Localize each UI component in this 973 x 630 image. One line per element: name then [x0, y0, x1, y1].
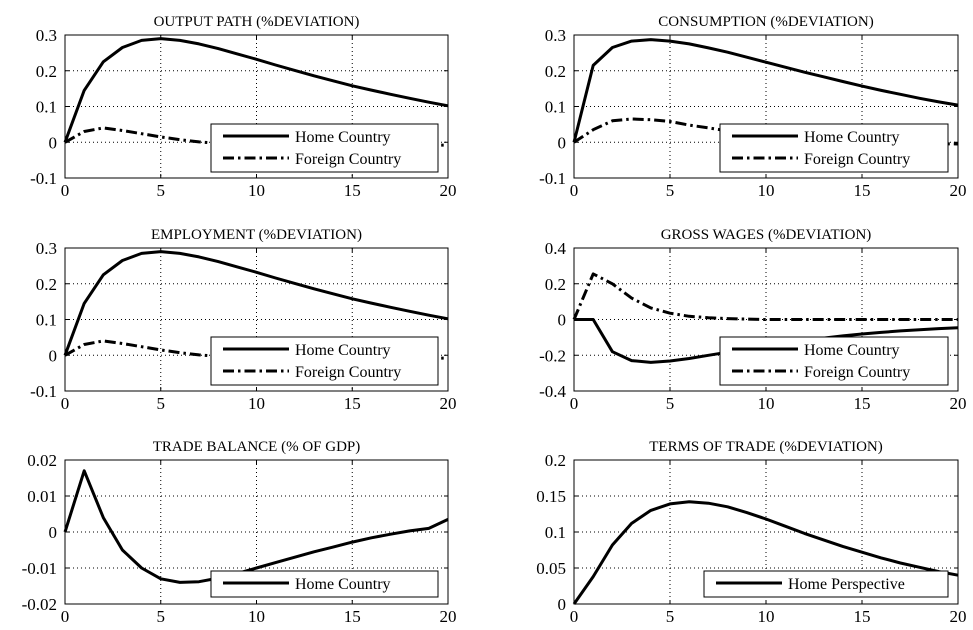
chart-panel-3: EMPLOYMENT (%DEVIATION)0 5 10 15 20-0.100.10… [30, 227, 456, 413]
series-line-foreign-country [572, 272, 958, 321]
x-tick-label: 0 [61, 181, 70, 200]
legend-label: Home Country [295, 129, 391, 146]
y-tick-label: 0.2 [545, 275, 566, 294]
chart-panel-2: CONSUMPTION (%DEVIATION)0 5 10 15 20-0.100.1… [539, 14, 966, 200]
y-tick-label: 0 [558, 133, 567, 152]
series-line-home-country [63, 250, 449, 356]
x-tick-label: 15 [344, 181, 361, 200]
y-tick-label: 0 [49, 523, 58, 542]
y-tick-label: -0.4 [539, 382, 566, 401]
legend: Home Country Foreign Country [719, 336, 949, 386]
legend-box [210, 336, 439, 386]
series-line-home-country [63, 37, 449, 143]
chart-title: GROSS WAGES (%DEVIATION) [661, 227, 872, 243]
y-tick-label: 0.1 [36, 311, 57, 330]
chart-title: EMPLOYMENT (%DEVIATION) [151, 227, 362, 243]
y-tick-label: 0.1 [545, 523, 566, 542]
x-tick-label: 10 [248, 181, 265, 200]
legend-label: Home Perspective [788, 576, 905, 593]
legend: Home Perspective [703, 570, 949, 598]
legend-label: Home Country [295, 576, 391, 593]
legend-label: Home Country [804, 342, 900, 359]
chart-title: TERMS OF TRADE (%DEVIATION) [649, 439, 882, 455]
legend-label: Home Country [804, 129, 900, 146]
x-tick-label: 5 [666, 394, 675, 413]
series-line-home-country [63, 469, 449, 584]
y-tick-label: -0.01 [22, 559, 57, 578]
legend-label: Foreign Country [804, 364, 910, 381]
chart-title: OUTPUT PATH (%DEVIATION) [154, 14, 360, 30]
x-tick-label: 5 [157, 394, 166, 413]
y-tick-label: 0.3 [545, 26, 566, 45]
legend: Home Country Foreign Country [210, 336, 439, 386]
x-tick-label: 10 [248, 607, 265, 626]
x-tick-label: 15 [854, 607, 871, 626]
x-tick-label: 15 [344, 394, 361, 413]
x-tick-label: 5 [157, 181, 166, 200]
x-tick-label: 0 [61, 607, 70, 626]
chart-title: CONSUMPTION (%DEVIATION) [658, 14, 873, 30]
x-tick-label: 15 [344, 607, 361, 626]
y-tick-label: -0.1 [30, 169, 57, 188]
legend-box [719, 123, 949, 173]
x-tick-label: 20 [950, 607, 967, 626]
legend: Home Country Foreign Country [719, 123, 949, 173]
y-tick-label: 0.1 [545, 98, 566, 117]
x-tick-label: 20 [440, 181, 457, 200]
y-tick-label: 0.05 [536, 559, 566, 578]
y-tick-label: -0.02 [22, 595, 57, 614]
chart-title: TRADE BALANCE (% OF GDP) [153, 439, 361, 455]
x-tick-label: 5 [157, 607, 166, 626]
y-tick-label: 0.2 [36, 62, 57, 81]
x-tick-label: 20 [950, 181, 967, 200]
legend-label: Foreign Country [804, 151, 910, 168]
legend-label: Foreign Country [295, 364, 401, 381]
x-tick-label: 20 [440, 394, 457, 413]
y-tick-label: 0 [49, 346, 58, 365]
x-tick-label: 10 [758, 607, 775, 626]
chart-panel-6: TERMS OF TRADE (%DEVIATION) 0 5 10 15 20 0 0.05… [536, 439, 966, 626]
y-tick-label: 0.02 [27, 451, 57, 470]
y-tick-label: -0.1 [30, 382, 57, 401]
legend-label: Foreign Country [295, 151, 401, 168]
legend-label: Home Country [295, 342, 391, 359]
y-tick-label: 0 [558, 311, 567, 330]
x-tick-label: 10 [248, 394, 265, 413]
legend: Home Country [210, 570, 439, 598]
y-tick-label: 0.01 [27, 487, 57, 506]
x-tick-label: 0 [570, 181, 579, 200]
legend-box [719, 336, 949, 386]
x-tick-label: 0 [570, 607, 579, 626]
x-tick-label: 10 [758, 394, 775, 413]
legend-box [210, 123, 439, 173]
legend: Home Country Foreign Country [210, 123, 439, 173]
y-tick-label: 0.1 [36, 98, 57, 117]
series-line-home-perspective [572, 500, 959, 605]
y-tick-label: 0.3 [36, 26, 57, 45]
x-tick-label: 20 [440, 607, 457, 626]
chart-panel-4: GROSS WAGES (%DEVIATION) 0 5 10 15 20 -0.4 -0.2… [539, 227, 966, 413]
y-tick-label: 0.2 [545, 451, 566, 470]
chart-panel-5: TRADE BALANCE (% OF GDP) 0 5 10 15 20 -0.02 -0.… [22, 439, 457, 626]
y-tick-label: -0.1 [539, 169, 566, 188]
x-tick-label: 15 [854, 394, 871, 413]
y-tick-label: 0.2 [545, 62, 566, 81]
y-tick-label: 0 [49, 133, 58, 152]
y-tick-label: -0.2 [539, 346, 566, 365]
x-tick-label: 15 [854, 181, 871, 200]
x-tick-label: 5 [666, 607, 675, 626]
x-tick-label: 0 [61, 394, 70, 413]
x-tick-label: 0 [570, 394, 579, 413]
chart-panel-1: OUTPUT PATH (%DEVIATION)0 5 10 15 20-0.100.1… [30, 14, 456, 200]
x-tick-label: 20 [950, 394, 967, 413]
series-line-home-country [572, 38, 959, 143]
x-tick-label: 10 [758, 181, 775, 200]
y-tick-label: 0.3 [36, 239, 57, 258]
y-tick-label: 0 [558, 595, 567, 614]
y-tick-label: 0.4 [545, 239, 567, 258]
y-tick-label: 0.15 [536, 487, 566, 506]
y-tick-label: 0.2 [36, 275, 57, 294]
x-tick-label: 5 [666, 181, 675, 200]
